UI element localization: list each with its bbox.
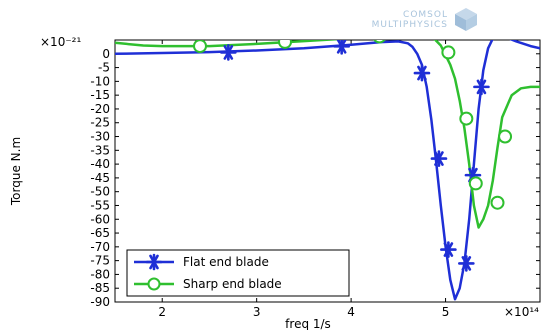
data-point-circle (468, 176, 483, 191)
legend-box (126, 249, 350, 297)
x-axis-exponent-label: ×10¹⁴ (504, 305, 539, 319)
y-tick-label: -45 (90, 171, 110, 185)
x-axis-label: freq 1/s (285, 317, 331, 330)
data-point-circle (459, 111, 474, 126)
data-point-star (333, 40, 350, 55)
y-tick-label: -40 (90, 157, 110, 171)
y-tick-label: -25 (90, 116, 110, 130)
legend-label-sharp: Sharp end blade (183, 277, 282, 291)
y-tick-label: -30 (90, 130, 110, 144)
y-tick-label: -20 (90, 102, 110, 116)
comsol-cube-icon (455, 8, 477, 31)
y-tick-label: -90 (90, 295, 110, 309)
data-point-star (413, 64, 431, 82)
y-tick-label: -75 (90, 254, 110, 268)
data-point-circle (193, 40, 207, 54)
y-tick-label: -10 (90, 74, 110, 88)
data-point-star (473, 78, 490, 96)
x-tick-label: 2 (158, 305, 166, 319)
data-point-circle (373, 40, 386, 44)
y-tick-label: -65 (90, 226, 110, 240)
data-point-star (220, 44, 237, 61)
y-tick-label: -85 (90, 281, 110, 295)
data-point-star (440, 241, 457, 258)
data-point-circle (278, 40, 292, 49)
axis-ticks: 2 3 4 5 0-5-10-15-20-25-30-35-40-45-50-55-60… (90, 40, 540, 319)
legend-label-flat: Flat end blade (183, 255, 269, 269)
legend-item-flat-end-blade: Flat end blade (134, 253, 269, 271)
legend-item-sharp-end-blade: Sharp end blade (134, 277, 282, 291)
y-tick-label: -35 (90, 143, 110, 157)
x-tick-label: 4 (347, 305, 355, 319)
y-tick-label: -50 (90, 185, 110, 199)
legend-star-marker (145, 253, 163, 271)
y-tick-label: -70 (90, 240, 110, 254)
data-point-star (430, 150, 448, 167)
series-layer (115, 40, 540, 301)
y-axis-exponent-label: ×10⁻²¹ (40, 35, 81, 49)
data-point-circle (490, 195, 505, 210)
data-point-circle (441, 45, 456, 60)
data-point-circle (498, 129, 513, 144)
y-tick-label: -80 (90, 267, 110, 281)
x-tick-label: 3 (253, 305, 261, 319)
logo-text-line1: COMSOL (403, 10, 448, 20)
series-line-0 (115, 40, 540, 301)
y-tick-label: -60 (90, 212, 110, 226)
y-tick-label: -55 (90, 198, 110, 212)
y-tick-label: -15 (90, 88, 110, 102)
y-tick-label: 0 (102, 47, 110, 61)
data-point-star (458, 255, 475, 272)
legend-circle-marker (147, 277, 161, 291)
x-tick-label: 5 (442, 305, 450, 319)
logo-text-line2: MULTIPHYSICS (372, 20, 448, 30)
comsol-logo: COMSOL MULTIPHYSICS (372, 8, 477, 31)
legend: Flat end blade Sharp end blade (126, 249, 350, 297)
legend-star-glyph (145, 253, 163, 271)
y-axis-label: Torque N.m (9, 137, 23, 206)
y-tick-label: -5 (98, 61, 110, 75)
